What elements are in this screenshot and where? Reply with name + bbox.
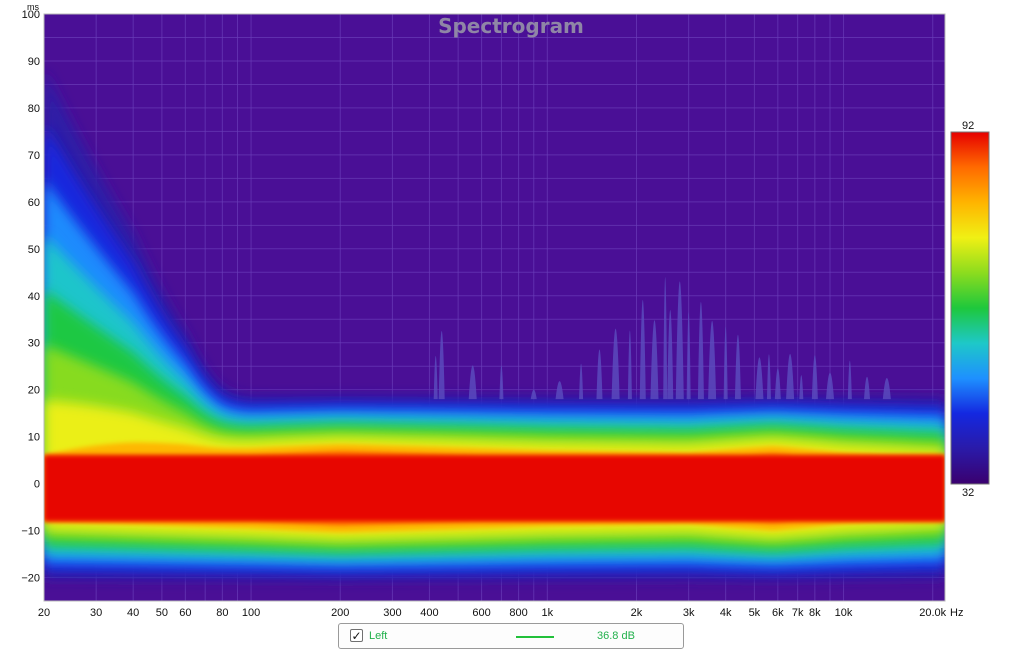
decay-spike bbox=[766, 354, 771, 400]
y-tick-label: 90 bbox=[28, 56, 40, 68]
y-tick-label: −10 bbox=[21, 526, 40, 538]
x-tick-label: 20.0k bbox=[919, 607, 946, 619]
decay-spike bbox=[663, 277, 668, 400]
plot-frame bbox=[43, 13, 946, 602]
decay-spike bbox=[811, 355, 818, 400]
x-axis-unit: Hz bbox=[950, 607, 963, 619]
decay-spike bbox=[627, 330, 632, 400]
x-tick-label: 200 bbox=[331, 607, 349, 619]
decay-spike bbox=[786, 353, 795, 400]
decay-spike bbox=[579, 363, 584, 400]
y-tick-label: −20 bbox=[21, 573, 40, 585]
heat-layers bbox=[44, 69, 945, 581]
x-tick-label: 80 bbox=[216, 607, 228, 619]
color-scale-max-label: 92 bbox=[962, 120, 974, 132]
heat-band bbox=[44, 455, 945, 522]
decay-spikes bbox=[433, 277, 891, 400]
chart-title: Spectrogram bbox=[438, 14, 584, 38]
decay-spike bbox=[734, 334, 741, 400]
decay-spike bbox=[708, 320, 717, 400]
x-tick-label: 800 bbox=[509, 607, 527, 619]
x-tick-label: 20 bbox=[38, 607, 50, 619]
legend-series-swatch bbox=[516, 636, 554, 638]
x-tick-label: 2k bbox=[631, 607, 643, 619]
decay-spike bbox=[675, 281, 684, 400]
y-tick-label: 30 bbox=[28, 338, 40, 350]
decay-spike bbox=[755, 357, 764, 400]
x-tick-label: 1k bbox=[542, 607, 554, 619]
y-tick-label: 10 bbox=[28, 432, 40, 444]
x-tick-label: 5k bbox=[749, 607, 761, 619]
y-tick-label: 50 bbox=[28, 244, 40, 256]
decay-spike bbox=[555, 381, 564, 400]
decay-spike bbox=[864, 376, 871, 400]
x-tick-label: 8k bbox=[809, 607, 821, 619]
x-tick-label: 10k bbox=[835, 607, 853, 619]
x-tick-label: 60 bbox=[179, 607, 191, 619]
x-tick-label: 300 bbox=[383, 607, 401, 619]
decay-spike bbox=[686, 312, 691, 400]
decay-spike bbox=[723, 326, 728, 400]
y-tick-label: 60 bbox=[28, 197, 40, 209]
legend: ✓ Left 36.8 dB bbox=[338, 623, 684, 649]
x-tick-label: 30 bbox=[90, 607, 102, 619]
x-tick-label: 600 bbox=[472, 607, 490, 619]
decay-spike bbox=[611, 328, 620, 400]
y-tick-label: 0 bbox=[34, 479, 40, 491]
decay-spike bbox=[847, 360, 852, 400]
legend-series-value: 36.8 dB bbox=[597, 630, 635, 642]
x-tick-label: 4k bbox=[720, 607, 732, 619]
x-tick-label: 100 bbox=[242, 607, 260, 619]
decay-spike bbox=[826, 372, 835, 400]
decay-spike bbox=[468, 365, 477, 400]
x-tick-label: 400 bbox=[420, 607, 438, 619]
x-tick-label: 6k bbox=[772, 607, 784, 619]
decay-spike bbox=[650, 320, 659, 400]
color-scale-bar bbox=[950, 131, 990, 485]
legend-series-name: Left bbox=[369, 630, 388, 642]
x-tick-label: 7k bbox=[792, 607, 804, 619]
y-tick-label: 20 bbox=[28, 385, 40, 397]
y-axis-unit: ms bbox=[27, 2, 39, 12]
legend-checkbox[interactable]: ✓ bbox=[350, 629, 363, 643]
decay-spike bbox=[499, 365, 504, 400]
decay-spike bbox=[433, 355, 438, 400]
decay-spike bbox=[667, 309, 674, 400]
y-axis-ticks: −20 −10 0 10 20 30 40 50 60 70 80 90 100 bbox=[21, 9, 40, 585]
x-tick-label: 40 bbox=[127, 607, 139, 619]
x-tick-label: 50 bbox=[156, 607, 168, 619]
decay-spike bbox=[774, 368, 781, 400]
y-tick-label: 80 bbox=[28, 103, 40, 115]
color-scale-min-label: 32 bbox=[962, 487, 974, 499]
x-axis-ticks: 20 30 40 50 60 80 100 200 300 400 600 800 1k 2k 3k 4k 5k… bbox=[38, 607, 947, 619]
decay-spike bbox=[530, 389, 537, 400]
x-tick-label: 3k bbox=[683, 607, 695, 619]
decay-spike bbox=[438, 331, 445, 400]
decay-spike bbox=[882, 377, 891, 400]
decay-spike bbox=[697, 302, 704, 400]
decay-spike bbox=[799, 375, 804, 400]
decay-spike bbox=[639, 299, 646, 400]
y-tick-label: 100 bbox=[22, 9, 40, 21]
y-tick-label: 70 bbox=[28, 150, 40, 162]
decay-spike bbox=[596, 349, 603, 400]
y-tick-label: 40 bbox=[28, 291, 40, 303]
